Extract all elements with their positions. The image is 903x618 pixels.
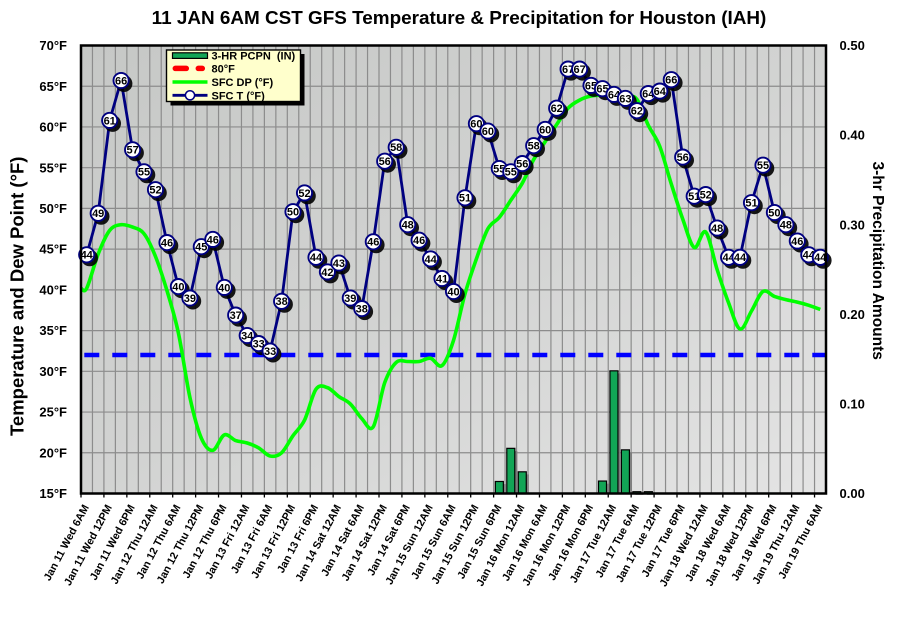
svg-text:55°F: 55°F	[39, 160, 67, 175]
svg-text:25°F: 25°F	[39, 405, 67, 420]
svg-text:55: 55	[757, 160, 769, 172]
svg-text:60: 60	[539, 124, 551, 136]
svg-text:48: 48	[402, 220, 414, 232]
svg-text:52: 52	[298, 188, 310, 200]
svg-text:45: 45	[195, 242, 207, 254]
svg-text:62: 62	[551, 103, 563, 115]
svg-text:48: 48	[780, 220, 792, 232]
svg-text:56: 56	[379, 156, 391, 168]
svg-text:39: 39	[184, 293, 196, 305]
svg-text:56: 56	[516, 159, 528, 171]
svg-text:40: 40	[172, 282, 184, 294]
svg-text:64: 64	[654, 86, 667, 98]
svg-text:44: 44	[814, 252, 827, 264]
svg-text:30°F: 30°F	[39, 364, 67, 379]
svg-text:37: 37	[230, 310, 242, 322]
svg-text:80°F: 80°F	[212, 63, 236, 75]
svg-text:46: 46	[161, 238, 173, 250]
svg-text:46: 46	[413, 235, 425, 247]
svg-text:49: 49	[92, 208, 104, 220]
svg-text:51: 51	[745, 198, 757, 210]
svg-text:0.10: 0.10	[840, 397, 865, 412]
svg-text:46: 46	[367, 237, 379, 249]
svg-text:67: 67	[573, 64, 585, 76]
svg-text:70°F: 70°F	[39, 38, 67, 53]
svg-text:0.30: 0.30	[840, 217, 865, 232]
svg-text:SFC DP (°F): SFC DP (°F)	[212, 77, 274, 89]
svg-text:65: 65	[596, 84, 608, 96]
svg-text:11 JAN 6AM CST GFS Temperature: 11 JAN 6AM CST GFS Temperature & Precipi…	[152, 8, 767, 29]
svg-text:66: 66	[115, 75, 127, 87]
svg-text:61: 61	[104, 115, 116, 127]
svg-text:33: 33	[264, 346, 276, 358]
svg-text:0.20: 0.20	[840, 307, 865, 322]
svg-text:33: 33	[253, 339, 265, 351]
svg-text:38: 38	[275, 296, 287, 308]
svg-text:55: 55	[505, 167, 517, 179]
svg-text:44: 44	[81, 250, 94, 262]
svg-text:50: 50	[768, 207, 780, 219]
svg-text:44: 44	[734, 252, 747, 264]
svg-text:0.00: 0.00	[840, 486, 865, 501]
svg-text:62: 62	[631, 106, 643, 118]
svg-text:38: 38	[356, 304, 368, 316]
svg-text:57: 57	[126, 145, 138, 157]
svg-text:58: 58	[528, 141, 540, 153]
svg-text:52: 52	[149, 185, 161, 197]
svg-text:43: 43	[333, 258, 345, 270]
svg-text:48: 48	[711, 223, 723, 235]
svg-text:44: 44	[424, 254, 437, 266]
svg-text:20°F: 20°F	[39, 445, 67, 460]
svg-text:3-hr Precipitation Amounts: 3-hr Precipitation Amounts	[869, 162, 886, 360]
svg-text:40: 40	[218, 282, 230, 294]
svg-text:39: 39	[344, 293, 356, 305]
svg-text:67: 67	[562, 64, 574, 76]
svg-text:15°F: 15°F	[39, 486, 67, 501]
svg-text:42: 42	[321, 267, 333, 279]
svg-text:46: 46	[207, 234, 219, 246]
svg-text:46: 46	[791, 236, 803, 248]
svg-text:56: 56	[677, 152, 689, 164]
svg-text:55: 55	[138, 167, 150, 179]
svg-text:40: 40	[447, 286, 459, 298]
svg-text:35°F: 35°F	[39, 323, 67, 338]
svg-text:41: 41	[436, 273, 448, 285]
svg-text:65°F: 65°F	[39, 79, 67, 94]
svg-text:50°F: 50°F	[39, 201, 67, 216]
svg-text:58: 58	[390, 142, 402, 154]
svg-text:SFC T (°F): SFC T (°F)	[212, 90, 266, 102]
svg-text:40°F: 40°F	[39, 283, 67, 298]
svg-text:Temperature and Dew Point (°F): Temperature and Dew Point (°F)	[6, 157, 27, 436]
svg-text:44: 44	[310, 252, 323, 264]
svg-text:60: 60	[482, 126, 494, 138]
svg-text:51: 51	[459, 193, 471, 205]
svg-text:52: 52	[700, 190, 712, 202]
svg-text:60: 60	[470, 119, 482, 131]
svg-text:3-HR PCPN (IN): 3-HR PCPN (IN)	[212, 50, 296, 62]
svg-text:34: 34	[241, 330, 254, 342]
svg-text:60°F: 60°F	[39, 120, 67, 135]
svg-text:66: 66	[665, 75, 677, 87]
svg-text:0.40: 0.40	[840, 128, 865, 143]
svg-text:0.50: 0.50	[840, 38, 865, 53]
svg-text:45°F: 45°F	[39, 242, 67, 257]
svg-text:50: 50	[287, 207, 299, 219]
svg-text:63: 63	[619, 93, 631, 105]
